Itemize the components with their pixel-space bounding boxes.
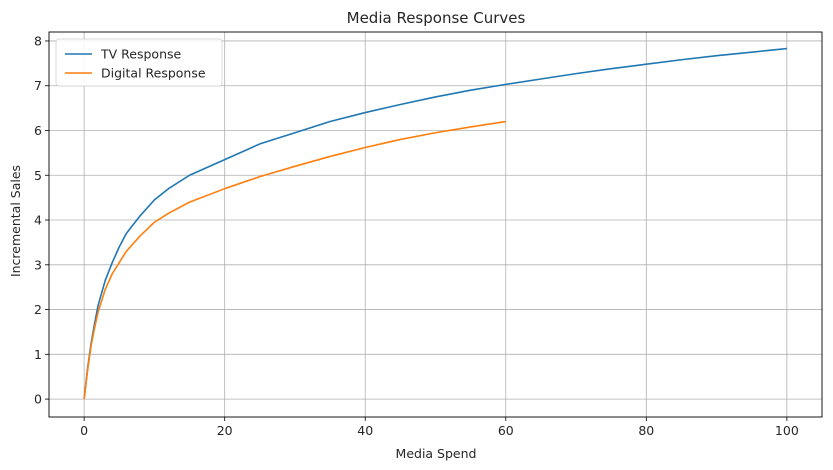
series-line-tv: [83, 47, 787, 400]
legend: TV Response Digital Response: [55, 38, 223, 87]
y-tick-label: 7: [34, 78, 42, 93]
x-tick-label: 80: [638, 423, 654, 438]
x-tick-label: 0: [80, 423, 88, 438]
y-tick-label: 3: [34, 257, 42, 272]
y-tick-label: 5: [34, 168, 42, 183]
x-tick-label: 60: [498, 423, 514, 438]
series-layer: [83, 47, 787, 400]
x-tick-label: 40: [357, 423, 373, 438]
y-axis-label: Incremental Sales: [8, 165, 23, 277]
x-axis-label: Media Spend: [396, 446, 477, 461]
legend-label-tv: TV Response: [100, 47, 182, 62]
chart-title: Media Response Curves: [347, 9, 526, 27]
y-tick-label: 8: [34, 33, 42, 48]
y-tick-label: 1: [34, 347, 42, 362]
x-tick-label: 20: [217, 423, 233, 438]
y-tick-label: 6: [34, 123, 42, 138]
y-tick-label: 0: [34, 392, 42, 407]
tick-layer: 0 20 40 60 80 100 0 1 2 3 4 5 6 7 8: [34, 33, 799, 438]
y-tick-label: 2: [34, 302, 42, 317]
legend-label-digital: Digital Response: [101, 66, 206, 81]
y-tick-label: 4: [34, 213, 42, 228]
x-tick-label: 100: [775, 423, 799, 438]
legend-box: [55, 38, 223, 87]
grid-layer: [49, 32, 822, 417]
plot-frame: [48, 31, 823, 418]
series-line-digital: [83, 120, 506, 400]
